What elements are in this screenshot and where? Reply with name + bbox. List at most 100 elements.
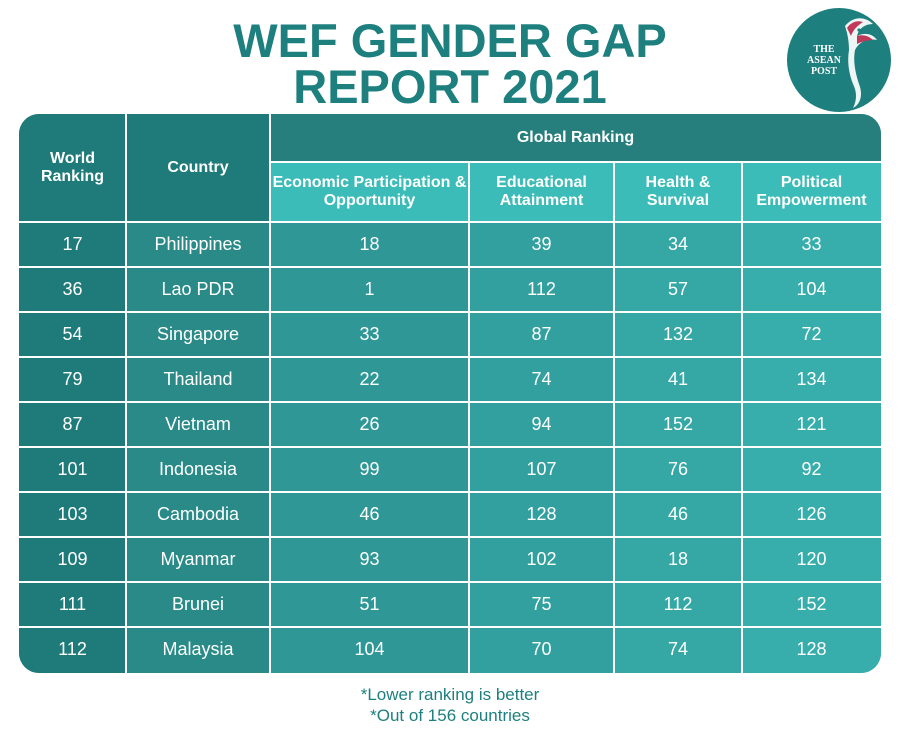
world-ranking-cell: 103: [57, 504, 88, 524]
world-ranking-cell: 36: [62, 279, 83, 299]
logo-text: THE ASEAN POST: [799, 44, 849, 77]
grid-hline: [19, 536, 881, 538]
rank-cell-educational-attainment: 39: [531, 234, 552, 254]
footnote-lower-better: *Lower ranking is better: [360, 685, 540, 704]
rank-cell-health-survival: 76: [667, 459, 689, 479]
rank-cell-educational-attainment: 70: [531, 639, 552, 659]
world-ranking-cell: 54: [62, 324, 83, 344]
grid-vline: [741, 162, 743, 673]
country-cell: Philippines: [154, 234, 242, 254]
grid-hline: [19, 581, 881, 583]
rank-cell-health-survival: 74: [667, 639, 689, 659]
header-label: Educational Attainment: [496, 174, 587, 209]
world-ranking-cell: 79: [62, 369, 83, 389]
rank-cell-economic-participation-opportunity: 99: [359, 459, 380, 479]
rank-cell-economic-participation-opportunity: 46: [359, 504, 380, 524]
country-cell: Thailand: [163, 369, 233, 389]
header-global-ranking: Global Ranking: [270, 114, 881, 162]
grid-hline: [19, 626, 881, 628]
rank-cell-economic-participation-opportunity: 104: [354, 639, 385, 659]
header-economic-participation-opportunity: Economic Participation & Opportunity: [270, 162, 469, 222]
country-cell: Brunei: [171, 594, 225, 614]
country-cell: Vietnam: [165, 414, 231, 434]
rank-cell-economic-participation-opportunity: 26: [359, 414, 380, 434]
rank-cell-educational-attainment: 102: [526, 549, 557, 569]
title-line-2: REPORT 2021: [293, 60, 607, 113]
rank-cell-political-empowerment: 72: [801, 324, 822, 344]
country-cell: Malaysia: [162, 639, 234, 659]
rank-cell-educational-attainment: 75: [531, 594, 552, 614]
grid-vline: [125, 114, 127, 673]
rank-cell-political-empowerment: 126: [796, 504, 827, 524]
header-educational-attainment: Educational Attainment: [469, 162, 614, 222]
grid-vline: [269, 114, 271, 673]
footnote-out-of: *Out of 156 countries: [370, 706, 530, 725]
grid-hline: [19, 446, 881, 448]
world-ranking-cell: 17: [62, 234, 83, 254]
rank-cell-political-empowerment: 152: [796, 594, 827, 614]
gender-gap-table: World Ranking Country Global Ranking Econom…: [19, 114, 881, 673]
rank-cell-educational-attainment: 107: [526, 459, 557, 479]
rank-cell-economic-participation-opportunity: 51: [359, 594, 380, 614]
rank-cell-political-empowerment: 128: [796, 639, 827, 659]
world-ranking-cell: 87: [62, 414, 83, 434]
rank-cell-health-survival: 46: [667, 504, 689, 524]
grid-hline: [19, 311, 881, 313]
header-label: Political Empowerment: [756, 174, 867, 209]
rank-cell-educational-attainment: 87: [531, 324, 552, 344]
logo-line-1: THE: [813, 44, 835, 55]
grid-vline: [468, 162, 470, 673]
grid-hline: [270, 161, 881, 163]
header-label: Health & Survival: [645, 174, 711, 209]
rank-cell-educational-attainment: 112: [527, 279, 556, 299]
world-ranking-cell: 101: [57, 459, 88, 479]
country-cell: Singapore: [156, 324, 240, 344]
grid-hline: [19, 401, 881, 403]
header-country: Country: [126, 114, 270, 222]
rank-cell-political-empowerment: 121: [796, 414, 827, 434]
rank-cell-educational-attainment: 128: [526, 504, 557, 524]
logo-line-2: ASEAN: [807, 55, 841, 66]
grid-hline: [19, 221, 881, 223]
grid-hline: [19, 491, 881, 493]
grid-vline: [613, 162, 615, 673]
rank-cell-educational-attainment: 94: [531, 414, 552, 434]
asean-post-logo: THE ASEAN POST: [787, 8, 891, 112]
rank-cell-political-empowerment: 92: [801, 459, 822, 479]
rank-cell-political-empowerment: 104: [796, 279, 827, 299]
rank-cell-political-empowerment: 134: [796, 369, 827, 389]
rank-cell-economic-participation-opportunity: 22: [359, 369, 380, 389]
footnotes: *Lower ranking is better *Out of 156 cou…: [0, 684, 900, 726]
rank-cell-health-survival: 57: [667, 279, 689, 299]
country-cell: Indonesia: [158, 459, 238, 479]
country-cell: Myanmar: [160, 549, 236, 569]
world-ranking-cell: 111: [58, 594, 87, 614]
rank-cell-economic-participation-opportunity: 18: [359, 234, 380, 254]
header-political-empowerment: Political Empowerment: [742, 162, 881, 222]
rank-cell-political-empowerment: 120: [796, 549, 827, 569]
rank-cell-educational-attainment: 74: [531, 369, 552, 389]
world-ranking-cell: 112: [58, 639, 87, 659]
rank-cell-economic-participation-opportunity: 33: [359, 324, 380, 344]
world-ranking-cell: 109: [57, 549, 88, 569]
header-label: World Ranking: [40, 150, 105, 185]
logo-line-3: POST: [810, 66, 838, 77]
rank-cell-economic-participation-opportunity: 1: [364, 279, 375, 299]
page-title: WEF GENDER GAP REPORT 2021: [0, 14, 900, 113]
bird-icon: [845, 18, 877, 108]
grid-hline: [19, 266, 881, 268]
grid-hline: [19, 356, 881, 358]
title-line-1: WEF GENDER GAP: [233, 14, 667, 67]
rank-cell-political-empowerment: 33: [801, 234, 822, 254]
header-world-ranking: World Ranking: [19, 114, 126, 222]
country-cell: Lao PDR: [161, 279, 235, 299]
country-cell: Cambodia: [156, 504, 240, 524]
rank-cell-health-survival: 132: [662, 324, 694, 344]
rank-cell-health-survival: 152: [662, 414, 694, 434]
rank-cell-health-survival: 41: [667, 369, 689, 389]
header-label: Economic Participation & Opportunity: [272, 174, 467, 209]
rank-cell-health-survival: 34: [667, 234, 689, 254]
rank-cell-health-survival: 112: [663, 594, 693, 614]
rank-cell-economic-participation-opportunity: 93: [359, 549, 380, 569]
header-health-survival: Health & Survival: [614, 162, 742, 222]
